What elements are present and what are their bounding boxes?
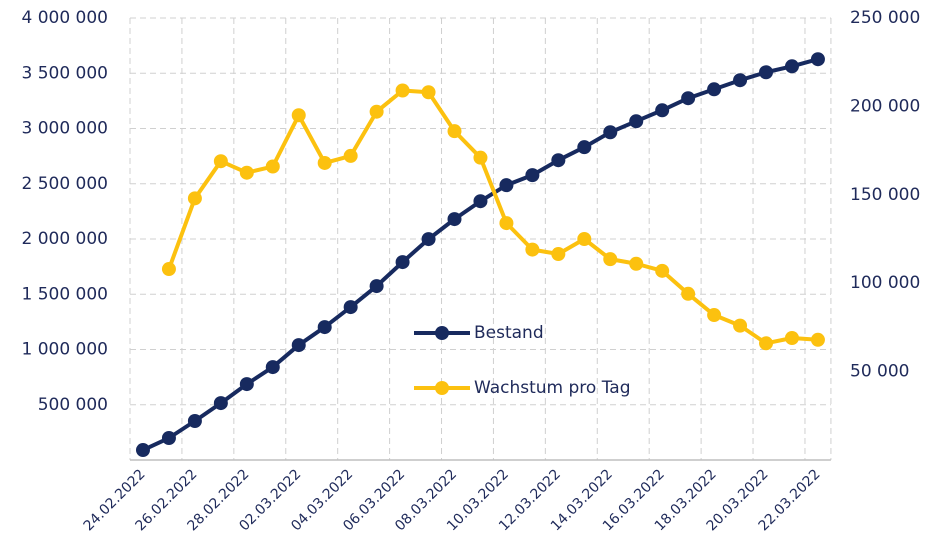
data-point [187, 413, 202, 428]
y-tick-label: 2 500 000 [21, 174, 108, 194]
data-point [551, 153, 566, 168]
data-point [343, 300, 358, 315]
data-point [265, 360, 280, 375]
data-point [525, 242, 540, 257]
data-point [239, 165, 254, 180]
data-point [681, 286, 696, 301]
y2-tick-label: 150 000 [850, 185, 920, 205]
data-point [447, 124, 462, 139]
y-tick-label: 3 500 000 [21, 63, 108, 83]
data-point [759, 336, 774, 351]
data-point [447, 212, 462, 227]
y2-tick-label: 50 000 [850, 362, 909, 382]
y2-tick-label: 200 000 [850, 96, 920, 116]
data-point [421, 232, 436, 247]
data-point [810, 332, 825, 347]
data-point [577, 140, 592, 155]
data-point [577, 232, 592, 246]
data-point [784, 59, 799, 74]
legend-marker [435, 326, 449, 340]
data-point [239, 377, 254, 392]
y2-tick-label: 100 000 [850, 273, 920, 293]
data-point [395, 83, 410, 98]
data-point [213, 154, 228, 169]
y-tick-label: 1 500 000 [21, 284, 108, 304]
data-point [655, 263, 670, 278]
data-point [369, 279, 384, 294]
y2-tick-label: 250 000 [850, 8, 920, 28]
data-point [525, 168, 540, 183]
data-point [421, 85, 436, 100]
data-point [784, 331, 799, 346]
y-tick-label: 3 000 000 [21, 119, 108, 139]
data-point [681, 91, 696, 106]
data-point [759, 65, 774, 80]
data-point [551, 247, 566, 262]
data-point [499, 216, 514, 231]
data-point [291, 338, 306, 353]
data-point [317, 320, 332, 335]
data-point [213, 396, 228, 411]
data-point [733, 73, 748, 88]
data-point [161, 431, 176, 446]
data-point [395, 255, 410, 270]
legend-label: Bestand [474, 323, 544, 343]
data-point [265, 159, 280, 174]
data-point [161, 262, 176, 277]
data-point [629, 114, 644, 129]
y-tick-label: 4 000 000 [21, 8, 108, 28]
data-point [603, 125, 618, 140]
data-point [291, 108, 306, 123]
data-point [655, 103, 670, 118]
y-tick-label: 500 000 [38, 395, 108, 415]
data-point [187, 191, 202, 206]
legend-label: Wachstum pro Tag [474, 378, 631, 398]
data-point [473, 150, 488, 165]
y-tick-label: 1 000 000 [21, 340, 108, 360]
data-point [317, 155, 332, 170]
data-point [603, 252, 618, 267]
y-tick-label: 2 000 000 [21, 229, 108, 249]
data-point [369, 104, 384, 119]
data-point [707, 82, 722, 97]
data-point [499, 178, 514, 193]
legend-marker [435, 381, 449, 395]
data-point [707, 308, 722, 323]
data-point [473, 194, 488, 209]
data-point [629, 256, 644, 271]
data-point [343, 148, 358, 163]
data-point [135, 443, 150, 458]
data-point [810, 52, 825, 67]
data-point [733, 318, 748, 333]
